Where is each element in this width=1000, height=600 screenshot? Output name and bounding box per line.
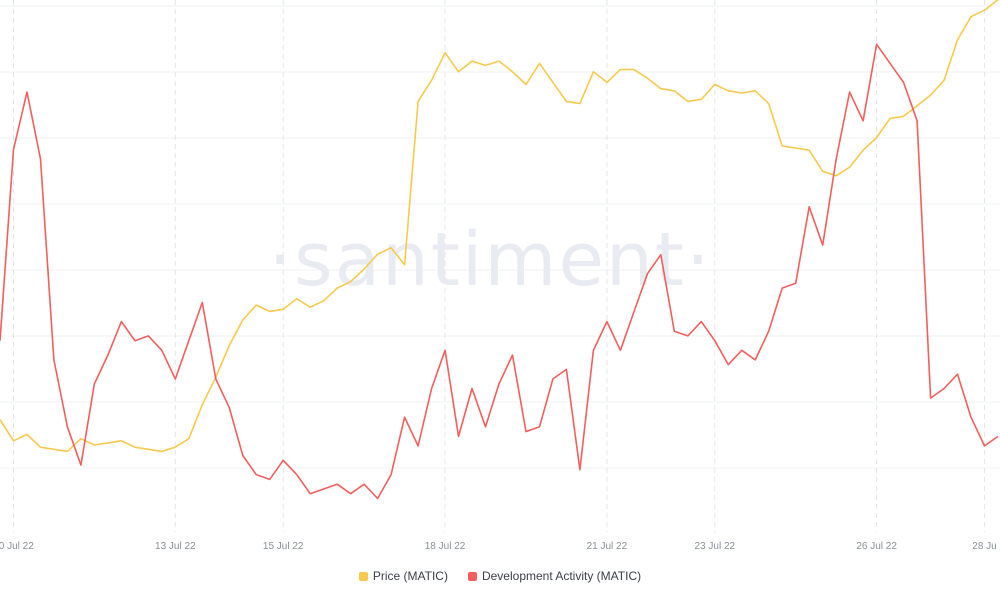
x-tick-label: 23 Jul 22 <box>694 541 735 552</box>
chart-legend: Price (MATIC) Development Activity (MATI… <box>0 566 1000 586</box>
series-line-development-activity <box>0 43 999 500</box>
x-tick-label: 10 Jul 22 <box>0 541 34 552</box>
x-tick-label: 26 Jul 22 <box>856 541 897 552</box>
x-axis-ticks: 10 Jul 22 13 Jul 22 15 Jul 22 18 Jul 22 21 J… <box>0 541 997 552</box>
legend-swatch-development-activity <box>467 571 477 581</box>
series-line-price <box>0 0 999 453</box>
x-tick-label: 28 Ju <box>972 541 996 552</box>
vertical-gridlines <box>12 0 986 532</box>
legend-label-price: Price (MATIC) <box>372 569 448 583</box>
legend-item-development-activity[interactable]: Development Activity (MATIC) <box>467 569 642 583</box>
series-layer <box>0 0 999 500</box>
legend-swatch-price <box>358 571 368 581</box>
horizontal-gridlines <box>0 5 1000 469</box>
x-tick-label: 15 Jul 22 <box>263 541 304 552</box>
santiment-watermark: ·santiment· <box>269 217 712 303</box>
legend-label-development-activity: Development Activity (MATIC) <box>481 569 642 583</box>
x-tick-label: 21 Jul 22 <box>587 541 628 552</box>
x-tick-label: 13 Jul 22 <box>155 541 196 552</box>
x-tick-label: 18 Jul 22 <box>425 541 466 552</box>
legend-item-price[interactable]: Price (MATIC) <box>358 569 448 583</box>
